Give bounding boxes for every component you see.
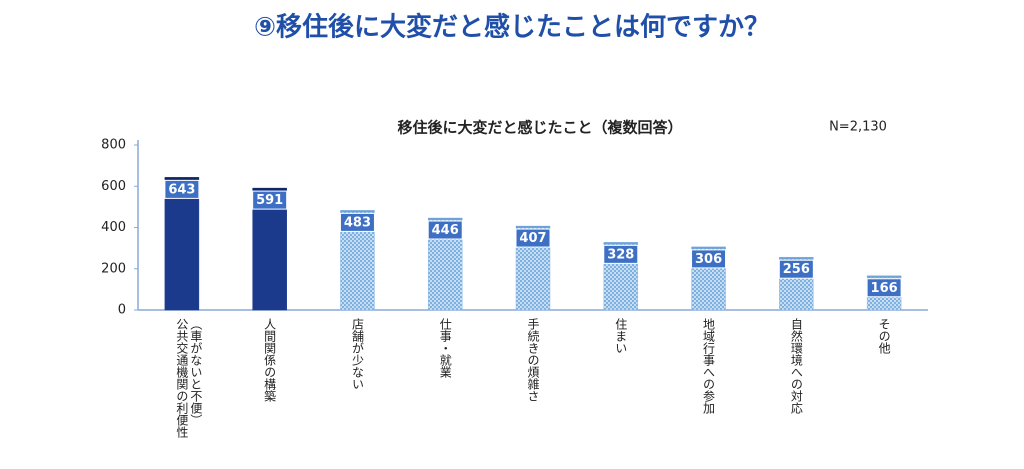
value-label-box (164, 179, 200, 199)
x-tick-label: 公共交通機関の利便性 （車がないと不便） (174, 318, 203, 438)
y-tick-label: 200 (101, 261, 126, 276)
x-tick-label: 仕事・就業 (438, 318, 453, 378)
value-label: 256 (783, 262, 810, 277)
value-label-box (252, 190, 288, 210)
value-label: 446 (432, 223, 459, 238)
y-tick-label: 400 (101, 220, 126, 235)
x-tick-label: 自然環境への対応 (789, 318, 804, 414)
value-label-box (603, 244, 639, 264)
value-label-box (427, 220, 463, 240)
bar (164, 177, 200, 311)
x-tick-label: その他 (877, 318, 892, 354)
note: N=2,130 (829, 120, 887, 135)
x-tick-label: 人間関係の構築 (262, 318, 277, 402)
y-tick-label: 600 (101, 179, 126, 194)
value-label-box (866, 278, 902, 298)
value-label: 306 (695, 252, 722, 267)
value-label: 166 (871, 281, 898, 296)
value-label: 407 (519, 231, 546, 246)
value-label: 328 (607, 247, 634, 262)
value-label: 591 (256, 193, 283, 208)
chart-title: 移住後に大変だと感じたこと（複数回答） (397, 119, 682, 137)
value-label-box (778, 259, 814, 279)
value-label-box (515, 228, 551, 248)
value-label-box (339, 212, 375, 232)
y-tick-label: 0 (118, 303, 126, 318)
x-tick-label: 地域行事への参加 (701, 318, 716, 414)
value-label: 483 (344, 215, 371, 230)
value-label-box (691, 249, 727, 269)
y-tick-label: 800 (101, 138, 126, 153)
x-tick-label: 手続きの煩雑さ (526, 318, 540, 402)
x-tick-label: 住まい (613, 318, 628, 354)
page-title: ⑨移住後に大変だと感じたことは何ですか？ (254, 12, 770, 43)
value-label: 643 (168, 182, 195, 197)
x-tick-label: 店舗が少ない (350, 318, 365, 390)
